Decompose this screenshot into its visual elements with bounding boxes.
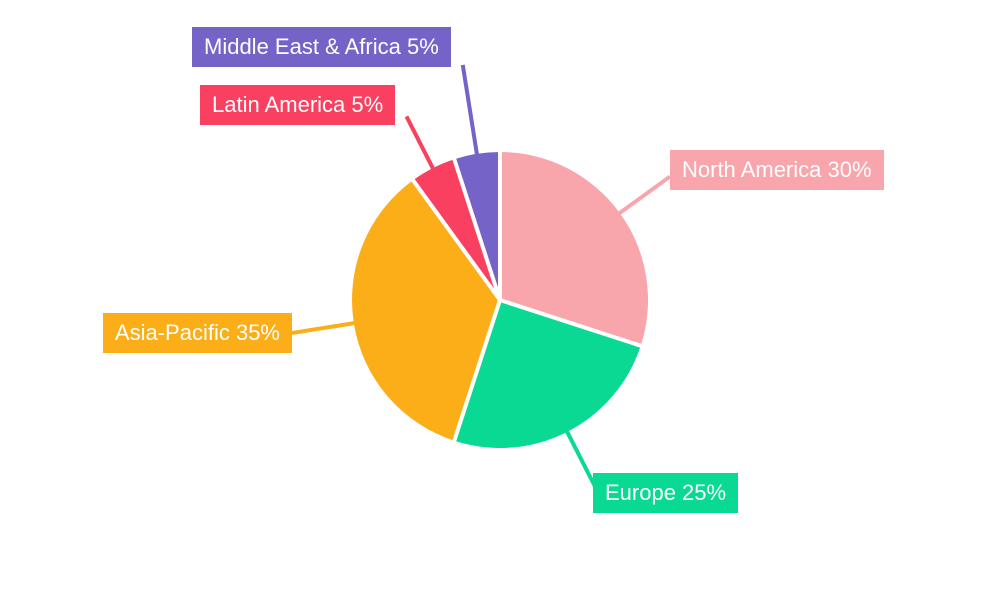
leader-line-asia-pacific [290, 320, 357, 336]
slice-gap [410, 178, 502, 302]
leader-line-middle-east-africa [460, 64, 480, 157]
pie-slice-europe[interactable] [454, 300, 641, 448]
leader-line-north-america [616, 174, 672, 216]
pie-slice-latin-america[interactable] [413, 159, 500, 300]
slice-gap [452, 299, 502, 443]
leader-line-europe [564, 429, 598, 489]
slice-gap [452, 157, 502, 301]
leader-line-latin-america [404, 115, 436, 171]
slice-gap [499, 298, 643, 348]
pie-slice-asia-pacific[interactable] [352, 180, 500, 441]
pie-slice-north-america[interactable] [500, 152, 648, 346]
